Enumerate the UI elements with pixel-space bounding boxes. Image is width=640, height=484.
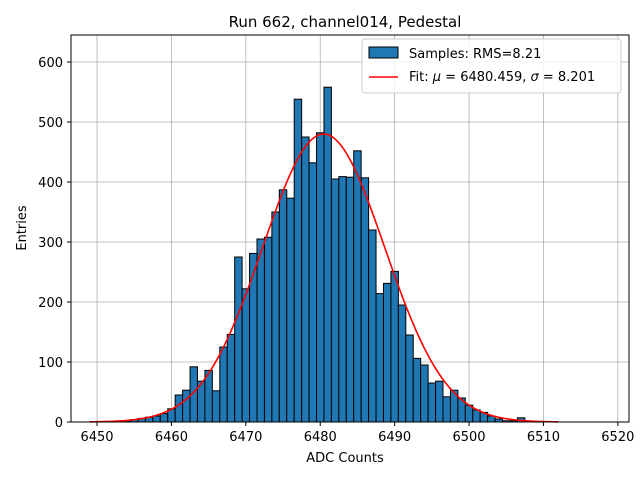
legend: Samples: RMS=8.21 Fit: μ = 6480.459, σ =… [361, 38, 622, 94]
legend-label-samples: Samples: RMS=8.21 [409, 47, 541, 62]
histogram-bar [405, 334, 414, 423]
legend-fit-mu-symbol: μ [432, 70, 441, 85]
x-tick-label: 6500 [452, 430, 485, 445]
x-tick-label: 6470 [229, 430, 262, 445]
histogram-bar [249, 252, 258, 423]
legend-fit-sigma-value: = 8.201 [539, 70, 595, 85]
x-tick-label: 6460 [155, 430, 188, 445]
gaussian-fit-line [89, 133, 559, 423]
y-axis: 0 100 200 300 400 500 600 [38, 56, 71, 431]
histogram-bar [390, 270, 399, 423]
x-tick-label: 6520 [601, 430, 634, 445]
y-tick-label: 500 [38, 116, 63, 131]
histogram-bar [271, 211, 280, 423]
y-axis-label: Entries [15, 205, 30, 251]
x-axis: 6450 6460 6470 6480 6490 6500 6510 6520 [80, 422, 634, 445]
histogram-bar [159, 413, 169, 423]
histogram-bar [382, 282, 392, 423]
legend-box [361, 38, 622, 94]
legend-fit-prefix: Fit: [409, 70, 433, 85]
histogram-bar [472, 409, 481, 423]
histogram-bar [360, 177, 370, 423]
histogram-bar [412, 357, 422, 423]
y-tick-label: 200 [38, 296, 63, 311]
histogram-bar [241, 288, 251, 423]
histogram-bar [345, 176, 355, 423]
histogram-bar [293, 98, 303, 423]
histogram-bar [152, 415, 161, 423]
histogram-bar [219, 346, 228, 423]
histogram-bar [174, 394, 184, 423]
histogram-bar [301, 136, 310, 423]
histogram-bar [316, 132, 325, 423]
histogram-bar [308, 162, 318, 423]
histogram-bar [286, 197, 295, 423]
chart-title: Run 662, channel014, Pedestal [229, 13, 462, 31]
histogram-bar [338, 176, 347, 423]
legend-label-fit: Fit: μ = 6480.459, σ = 8.201 [409, 70, 595, 85]
histogram-bar [375, 293, 384, 423]
histogram-bar [330, 178, 340, 423]
histogram-bar [420, 364, 429, 423]
histogram-bar [256, 238, 265, 423]
legend-fit-mu-value: = 6480.459, [441, 70, 530, 85]
legend-fit-sigma-symbol: σ [531, 70, 540, 85]
x-tick-label: 6480 [304, 430, 337, 445]
axes-frame [70, 34, 630, 423]
y-tick-label: 300 [38, 236, 63, 251]
x-tick-label: 6510 [527, 430, 560, 445]
histogram-bar [226, 333, 236, 423]
y-tick-label: 600 [38, 56, 63, 71]
histogram-bar [211, 390, 221, 423]
histogram-bar [182, 389, 191, 423]
y-tick-label: 0 [55, 416, 63, 431]
histogram-bar [278, 189, 288, 423]
x-tick-label: 6450 [80, 430, 113, 445]
histogram-bar [323, 86, 332, 423]
legend-swatch-samples [368, 46, 399, 59]
x-axis-label: ADC Counts [306, 451, 384, 466]
histogram-bars [122, 86, 526, 423]
histogram-bar [442, 396, 451, 423]
y-tick-label: 100 [38, 356, 63, 371]
histogram-bar [234, 256, 243, 423]
histogram-bar [263, 236, 273, 423]
histogram-bar [368, 229, 377, 423]
y-tick-label: 400 [38, 176, 63, 191]
histogram-bar [427, 382, 437, 423]
histogram-bar [353, 150, 362, 423]
histogram-bar [397, 304, 407, 423]
histogram-bar [435, 380, 444, 423]
x-tick-label: 6490 [378, 430, 411, 445]
plot-area [70, 34, 630, 423]
